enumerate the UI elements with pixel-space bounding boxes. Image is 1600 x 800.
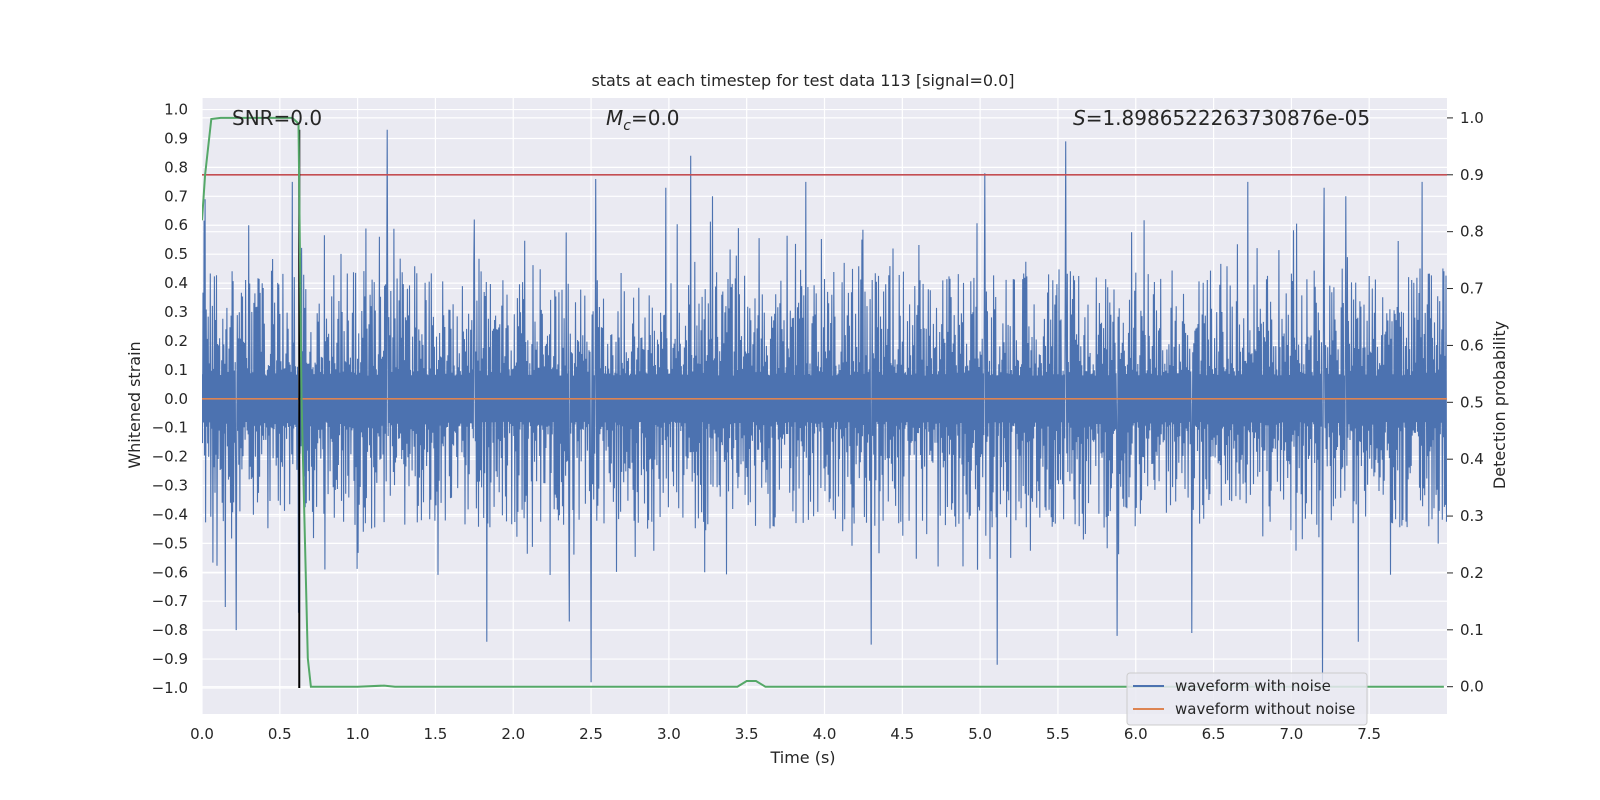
y-right-axis-ticks: 1.0 0.9 0.8 0.7 0.6 0.5 0.4 0.3 0.2 0.1 0.0 (1447, 109, 1484, 696)
y-left-tick-label: −0.4 (152, 505, 188, 523)
x-axis-label: Time (s) (769, 748, 835, 767)
y-right-tick-label: 0.3 (1460, 507, 1484, 525)
y-left-tick-label: 0.2 (164, 332, 188, 350)
x-tick-label: 2.5 (579, 725, 603, 743)
chart-title: stats at each timestep for test data 113… (591, 71, 1014, 90)
series-detection-probability (202, 116, 1444, 688)
y-right-tick-label: 0.7 (1460, 280, 1484, 298)
x-tick-label: 5.0 (968, 725, 992, 743)
chirp-mass-subscript: c (623, 118, 631, 134)
y-left-tick-label: 0.9 (164, 129, 188, 147)
x-tick-label: 6.0 (1124, 725, 1148, 743)
snr-annotation: SNR=0.0 (232, 106, 322, 130)
x-tick-label: 0.5 (268, 725, 292, 743)
series-waveform-with-noise (202, 129, 1447, 683)
y-right-tick-label: 0.0 (1460, 678, 1484, 696)
y-left-tick-label: −0.9 (152, 650, 188, 668)
x-tick-label: 1.0 (346, 725, 370, 743)
chirp-mass-annotation: Mc=0.0 (606, 106, 680, 134)
y-left-tick-label: −0.5 (152, 534, 188, 552)
y-left-tick-label: 0.7 (164, 187, 188, 205)
y-left-tick-label: −0.7 (152, 592, 188, 610)
y-left-tick-label: −1.0 (152, 679, 188, 697)
x-tick-label: 7.0 (1279, 725, 1303, 743)
chirp-mass-symbol: M (606, 106, 623, 130)
legend-label-with-noise: waveform with noise (1175, 677, 1331, 695)
y-left-tick-label: −0.3 (152, 477, 188, 495)
significance-annotation: S=1.8986522263730876e-05 (1073, 106, 1370, 130)
significance-value: =1.8986522263730876e-05 (1086, 106, 1370, 130)
y-right-tick-label: 0.5 (1460, 393, 1484, 411)
x-tick-label: 5.5 (1046, 725, 1070, 743)
y-right-tick-label: 0.9 (1460, 166, 1484, 184)
y-left-tick-label: 1.0 (164, 101, 188, 119)
y-right-tick-label: 0.4 (1460, 450, 1484, 468)
y-right-tick-label: 1.0 (1460, 109, 1484, 127)
legend: waveform with noise waveform without noi… (1126, 672, 1368, 726)
legend-box (1126, 672, 1368, 726)
x-tick-label: 1.5 (424, 725, 448, 743)
y-right-axis-label: Detection probability (1490, 321, 1509, 489)
chirp-mass-value: =0.0 (631, 106, 680, 130)
legend-label-without-noise: waveform without noise (1175, 700, 1355, 718)
y-left-tick-label: −0.6 (152, 563, 188, 581)
y-left-tick-label: −0.1 (152, 419, 188, 437)
y-right-tick-label: 0.2 (1460, 564, 1484, 582)
y-right-tick-label: 0.6 (1460, 336, 1484, 354)
x-tick-label: 4.5 (890, 725, 914, 743)
y-left-axis-ticks: 1.0 0.9 0.8 0.7 0.6 0.5 0.4 0.3 0.2 0.1 0.0 −0.1 −0.… (152, 101, 188, 697)
x-tick-label: 2.0 (501, 725, 525, 743)
y-left-tick-label: 0.5 (164, 245, 188, 263)
y-left-tick-label: 0.1 (164, 361, 188, 379)
x-tick-label: 3.0 (657, 725, 681, 743)
y-left-tick-label: 0.3 (164, 303, 188, 321)
y-left-tick-label: 0.6 (164, 216, 188, 234)
y-left-tick-label: −0.8 (152, 621, 188, 639)
x-axis-ticks: 0.0 0.5 1.0 1.5 2.0 2.5 3.0 3.5 4.0 4.5 5.0 5.5 6.0 6… (190, 725, 1381, 743)
plot-series (202, 116, 1447, 688)
y-right-tick-label: 0.8 (1460, 223, 1484, 241)
y-left-tick-label: 0.0 (164, 390, 188, 408)
y-right-tick-label: 0.1 (1460, 621, 1484, 639)
x-tick-label: 0.0 (190, 725, 214, 743)
x-tick-label: 3.5 (735, 725, 759, 743)
significance-symbol: S (1073, 106, 1086, 130)
x-tick-label: 4.0 (813, 725, 837, 743)
x-tick-label: 7.5 (1357, 725, 1381, 743)
y-left-tick-label: 0.4 (164, 274, 188, 292)
x-tick-label: 6.5 (1202, 725, 1226, 743)
y-left-tick-label: −0.2 (152, 448, 188, 466)
y-left-axis-label: Whitened strain (125, 341, 144, 468)
y-left-tick-label: 0.8 (164, 158, 188, 176)
